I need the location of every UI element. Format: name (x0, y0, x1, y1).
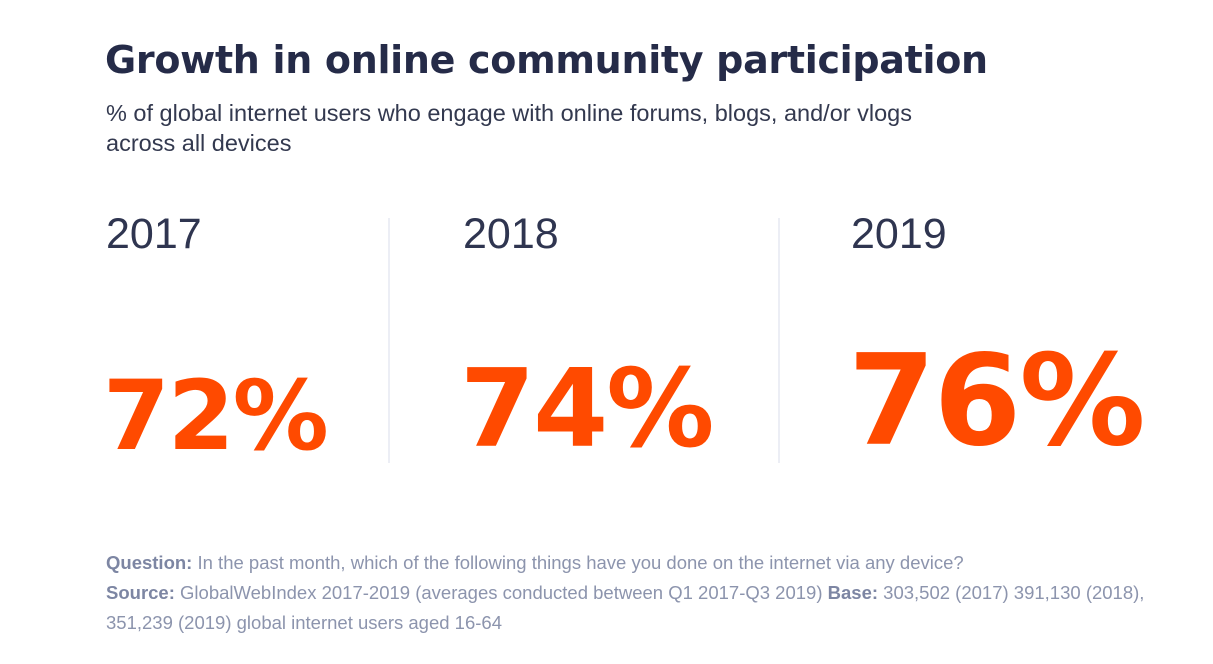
question-label: Question: (106, 552, 193, 573)
question-text: In the past month, which of the followin… (197, 552, 964, 573)
base-text: 303,502 (2017) 391,130 (2018), 351,239 (… (106, 582, 1145, 633)
column-divider (388, 218, 390, 463)
chart-title: Growth in online community participation (105, 38, 988, 82)
year-label: 2018 (463, 210, 559, 258)
column-divider (778, 218, 780, 463)
stat-value: 72% (103, 360, 329, 472)
source-text: GlobalWebIndex 2017-2019 (averages condu… (180, 582, 823, 603)
year-label: 2017 (106, 210, 202, 258)
base-label: Base: (827, 582, 879, 603)
chart-subtitle: % of global internet users who engage wi… (106, 100, 912, 156)
stat-column-2019: 2019 76% (848, 210, 1191, 474)
source-label: Source: (106, 582, 175, 603)
stat-column-2018: 2018 74% (460, 210, 763, 472)
stat-value: 76% (848, 327, 1146, 474)
stat-column-2017: 2017 72% (103, 210, 376, 472)
year-label: 2019 (851, 210, 947, 258)
stat-value: 74% (460, 347, 715, 472)
chart-footnote: Question: In the past month, which of th… (106, 548, 1146, 638)
